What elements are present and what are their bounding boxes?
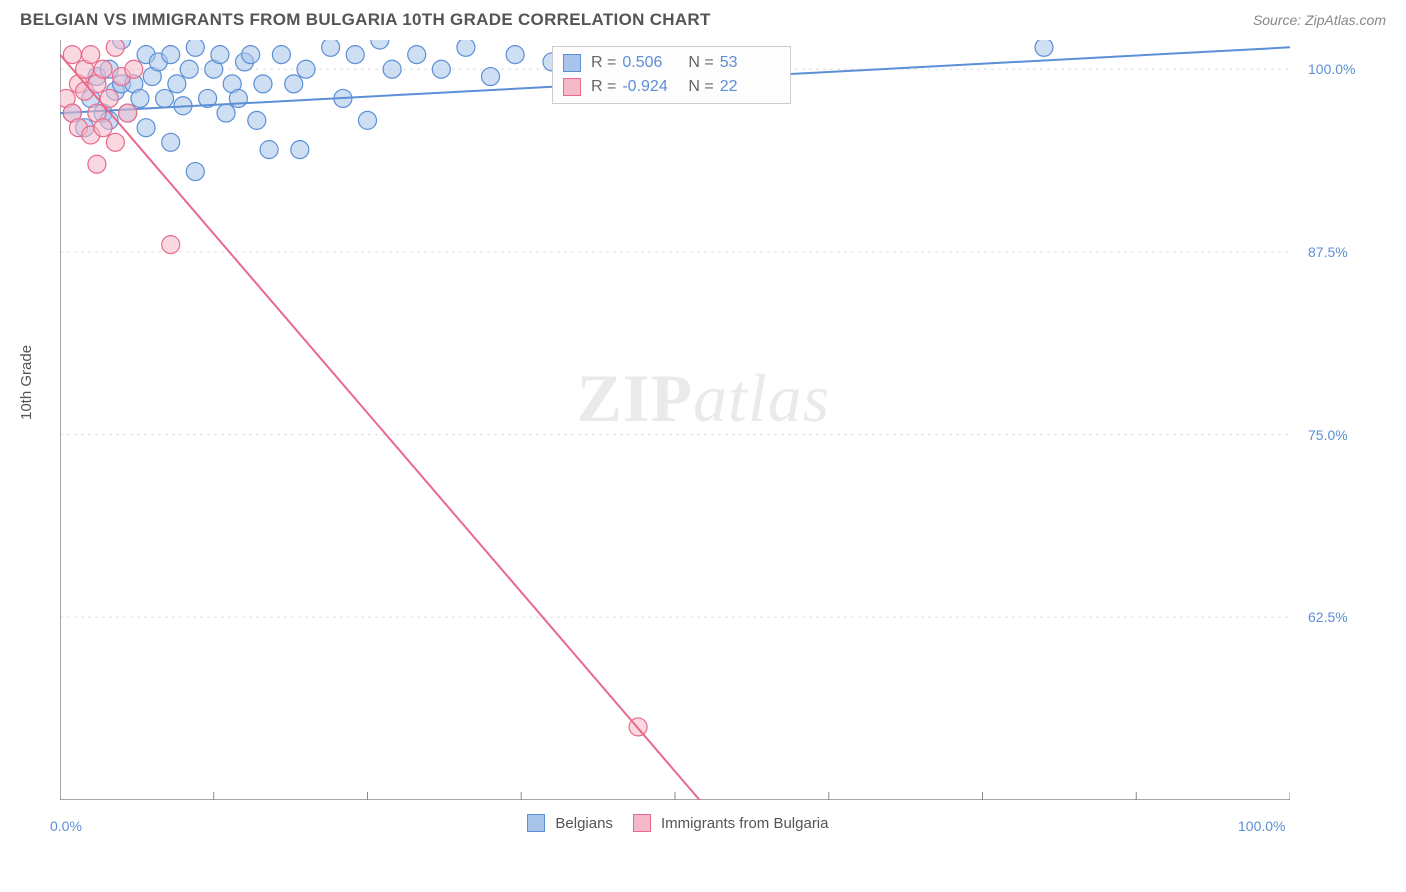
n-value: 22 (720, 75, 780, 99)
x-tick-label: 100.0% (1238, 818, 1285, 834)
legend-swatch (633, 814, 651, 832)
r-label: R = (591, 51, 616, 75)
scatter-plot (60, 40, 1290, 800)
y-tick-label: 87.5% (1308, 244, 1348, 260)
n-label: N = (688, 51, 713, 75)
correlation-legend: R = 0.506N = 53R = -0.924N = 22 (552, 46, 791, 104)
x-tick-label: 0.0% (50, 818, 82, 834)
chart-container: ZIPatlas R = 0.506N = 53R = -0.924N = 22… (60, 40, 1406, 800)
chart-title: BELGIAN VS IMMIGRANTS FROM BULGARIA 10TH… (20, 10, 711, 30)
legend-row: R = -0.924N = 22 (563, 75, 780, 99)
legend-swatch (563, 78, 581, 96)
legend-swatch (527, 814, 545, 832)
series-legend: Belgians Immigrants from Bulgaria (527, 814, 828, 832)
r-value: -0.924 (622, 75, 682, 99)
y-tick-label: 62.5% (1308, 609, 1348, 625)
r-label: R = (591, 75, 616, 99)
legend-row: R = 0.506N = 53 (563, 51, 780, 75)
legend-item: Belgians (527, 814, 613, 832)
r-value: 0.506 (622, 51, 682, 75)
legend-item: Immigrants from Bulgaria (633, 814, 829, 832)
y-tick-label: 100.0% (1308, 61, 1355, 77)
y-tick-label: 75.0% (1308, 427, 1348, 443)
n-label: N = (688, 75, 713, 99)
legend-label: Immigrants from Bulgaria (661, 815, 829, 832)
n-value: 53 (720, 51, 780, 75)
source-attribution: Source: ZipAtlas.com (1253, 12, 1386, 28)
legend-label: Belgians (555, 815, 613, 832)
y-axis-label: 10th Grade (18, 345, 35, 420)
legend-swatch (563, 54, 581, 72)
